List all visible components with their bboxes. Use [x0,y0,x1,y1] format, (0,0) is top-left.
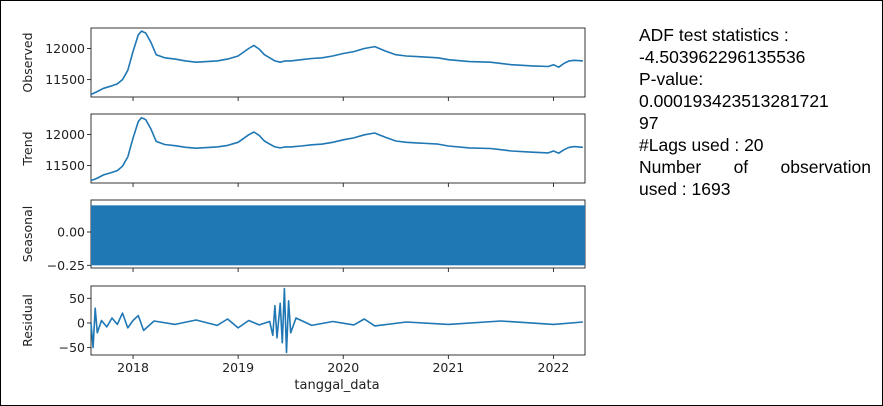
observations-value: used : 1693 [639,179,731,199]
observations-word-2: of [733,157,749,177]
adf-stat-label: ADF test statistics : [639,25,789,45]
trend-line [90,116,583,182]
observed-ytick-label: 11500 [45,72,85,87]
p-value-value-cont: 97 [639,113,659,133]
observed-ylabel: Observed [20,32,35,92]
xtick-label-2022: 2022 [538,360,570,375]
xtick-label-2020: 2020 [327,360,359,375]
trend-ylabel: Trend [20,131,35,166]
seasonal-band [91,205,585,266]
p-value-label: P-value: [639,69,704,89]
residual-ytick-label: 50 [69,291,85,306]
residual-line [90,287,583,354]
seasonal-ylabel: Seasonal [20,206,35,263]
observed-line [90,30,583,96]
seasonal-ytick-label: 0.00 [57,225,85,240]
adf-results: ADF test statistics : -4.503962296135536… [639,24,871,200]
observations-label: Number of observation [639,156,871,178]
residual-panel-frame [90,285,586,356]
residual-ytick-label: −50 [59,340,85,355]
xtick-label-2018: 2018 [117,360,149,375]
seasonal-ytick-label: −0.25 [47,258,85,273]
trend-panel-frame [90,113,586,184]
residual-ytick-label: 0 [77,315,85,330]
trend-ytick-label: 12000 [45,127,85,142]
observations-word-1: Number [639,157,702,177]
observed-ytick-label: 12000 [45,41,85,56]
trend-ytick-label: 11500 [45,158,85,173]
xtick-label-2021: 2021 [432,360,464,375]
adf-stat-value: -4.503962296135536 [639,47,806,67]
observations-word-3: observation [780,157,871,177]
x-axis-label: tanggal_data [294,378,379,393]
lags-used: #Lags used : 20 [639,135,764,155]
p-value-value: 0.000193423513281721 [639,91,829,111]
residual-ylabel: Residual [20,294,35,347]
xtick-label-2019: 2019 [222,360,254,375]
observed-panel-frame [90,27,586,98]
